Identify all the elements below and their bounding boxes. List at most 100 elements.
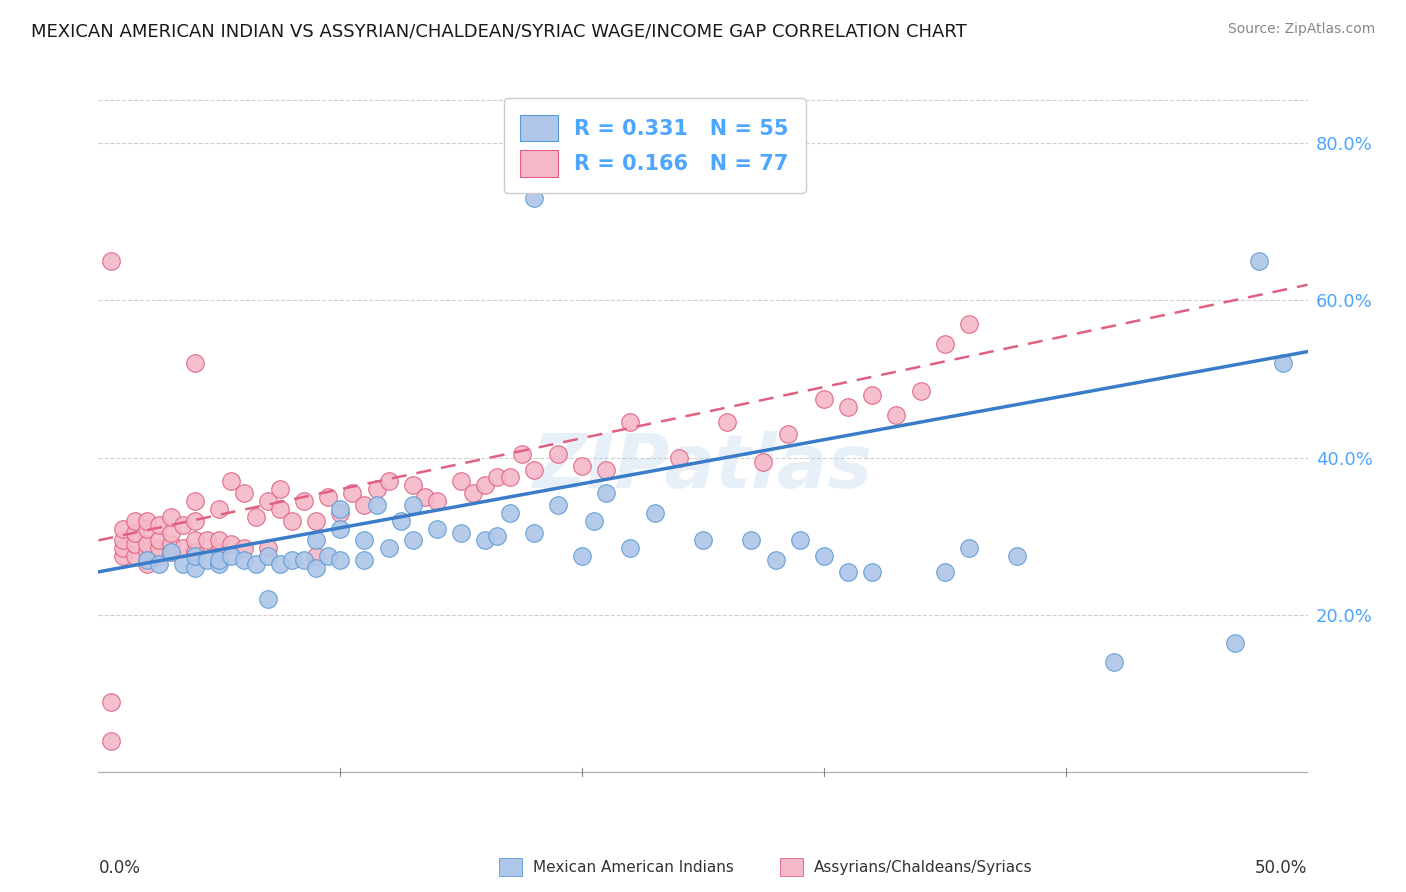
Text: Mexican American Indians: Mexican American Indians bbox=[533, 860, 734, 874]
Point bbox=[256, 494, 278, 508]
Point bbox=[316, 490, 339, 504]
Text: MEXICAN AMERICAN INDIAN VS ASSYRIAN/CHALDEAN/SYRIAC WAGE/INCOME GAP CORRELATION : MEXICAN AMERICAN INDIAN VS ASSYRIAN/CHAL… bbox=[31, 22, 967, 40]
Point bbox=[148, 541, 170, 556]
Point bbox=[366, 498, 388, 512]
Point bbox=[329, 506, 352, 520]
Point bbox=[160, 509, 183, 524]
Point bbox=[329, 553, 352, 567]
Point bbox=[256, 541, 278, 556]
Point bbox=[232, 541, 254, 556]
Point bbox=[523, 191, 546, 205]
Text: Source: ZipAtlas.com: Source: ZipAtlas.com bbox=[1227, 22, 1375, 37]
Point bbox=[813, 392, 835, 406]
Point bbox=[498, 506, 520, 520]
Point bbox=[184, 356, 207, 370]
Point bbox=[292, 553, 315, 567]
Point bbox=[1249, 254, 1271, 268]
Point bbox=[342, 486, 364, 500]
Point bbox=[571, 458, 593, 473]
Point bbox=[135, 545, 157, 559]
Point bbox=[221, 475, 243, 489]
Point bbox=[1223, 635, 1246, 649]
Point bbox=[776, 427, 799, 442]
Point bbox=[160, 545, 183, 559]
Point bbox=[486, 529, 509, 543]
Point bbox=[305, 514, 328, 528]
Point bbox=[184, 533, 207, 548]
Point bbox=[172, 557, 194, 571]
Point bbox=[184, 549, 207, 563]
Point bbox=[366, 482, 388, 496]
Point bbox=[583, 514, 606, 528]
Point bbox=[957, 541, 980, 556]
Point bbox=[148, 533, 170, 548]
Point bbox=[172, 517, 194, 532]
Point bbox=[111, 549, 134, 563]
Point bbox=[135, 537, 157, 551]
Legend: R = 0.331   N = 55, R = 0.166   N = 77: R = 0.331 N = 55, R = 0.166 N = 77 bbox=[503, 98, 806, 194]
Point bbox=[474, 533, 496, 548]
Point bbox=[305, 533, 328, 548]
Point bbox=[450, 475, 472, 489]
Point bbox=[402, 478, 425, 492]
Point bbox=[135, 514, 157, 528]
Point bbox=[111, 533, 134, 548]
Point bbox=[184, 514, 207, 528]
Point bbox=[934, 336, 956, 351]
Text: Assyrians/Chaldeans/Syriacs: Assyrians/Chaldeans/Syriacs bbox=[814, 860, 1032, 874]
Point bbox=[100, 695, 122, 709]
Point bbox=[184, 545, 207, 559]
Point bbox=[160, 545, 183, 559]
Point bbox=[595, 462, 617, 476]
Point bbox=[245, 557, 267, 571]
Point bbox=[668, 450, 690, 465]
Point bbox=[124, 549, 146, 563]
Point bbox=[148, 549, 170, 563]
Point bbox=[910, 384, 932, 398]
Point bbox=[377, 475, 399, 489]
Point bbox=[1272, 356, 1295, 370]
Point bbox=[184, 561, 207, 575]
Point bbox=[221, 549, 243, 563]
Point bbox=[160, 537, 183, 551]
Point bbox=[426, 494, 449, 508]
Text: ZIPatlas: ZIPatlas bbox=[533, 432, 873, 505]
Point bbox=[957, 317, 980, 331]
Point bbox=[269, 502, 291, 516]
Point bbox=[269, 482, 291, 496]
Point bbox=[619, 541, 641, 556]
Point bbox=[329, 522, 352, 536]
Point bbox=[208, 533, 231, 548]
Point bbox=[195, 553, 218, 567]
Point bbox=[208, 553, 231, 567]
Point bbox=[1007, 549, 1029, 563]
Point bbox=[789, 533, 811, 548]
Point bbox=[245, 509, 267, 524]
Point bbox=[474, 478, 496, 492]
Point bbox=[765, 553, 787, 567]
Point bbox=[547, 447, 569, 461]
Point bbox=[934, 565, 956, 579]
Point bbox=[450, 525, 472, 540]
Point bbox=[353, 533, 375, 548]
Point bbox=[1102, 655, 1125, 669]
Point bbox=[124, 537, 146, 551]
Point bbox=[402, 498, 425, 512]
Point bbox=[256, 549, 278, 563]
Point bbox=[329, 502, 352, 516]
Point bbox=[886, 408, 908, 422]
Point bbox=[692, 533, 714, 548]
Point bbox=[837, 400, 859, 414]
Point bbox=[256, 592, 278, 607]
Point bbox=[644, 506, 666, 520]
Point bbox=[124, 514, 146, 528]
Point bbox=[486, 470, 509, 484]
Point bbox=[316, 549, 339, 563]
Point bbox=[377, 541, 399, 556]
Point bbox=[353, 498, 375, 512]
Point bbox=[716, 416, 738, 430]
Point bbox=[269, 557, 291, 571]
Point bbox=[860, 565, 883, 579]
Point bbox=[281, 514, 304, 528]
Point bbox=[752, 455, 775, 469]
